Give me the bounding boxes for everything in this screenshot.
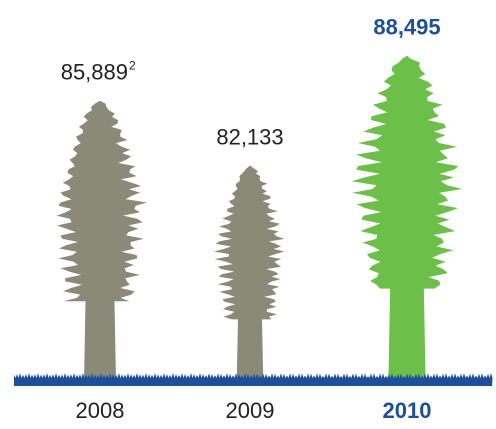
tree bbox=[56, 100, 147, 378]
value-label: 88,495 bbox=[373, 15, 440, 40]
value-label: 82,133 bbox=[216, 125, 283, 150]
x-tick-label: 2009 bbox=[226, 398, 275, 423]
x-tick-label: 2008 bbox=[76, 398, 125, 423]
tree bbox=[213, 165, 285, 378]
x-tick-label: 2010 bbox=[383, 398, 432, 423]
value-label: 85,889 bbox=[61, 60, 128, 85]
footnote-marker: 2 bbox=[129, 59, 136, 73]
ground bbox=[14, 373, 493, 386]
tree bbox=[351, 55, 463, 378]
